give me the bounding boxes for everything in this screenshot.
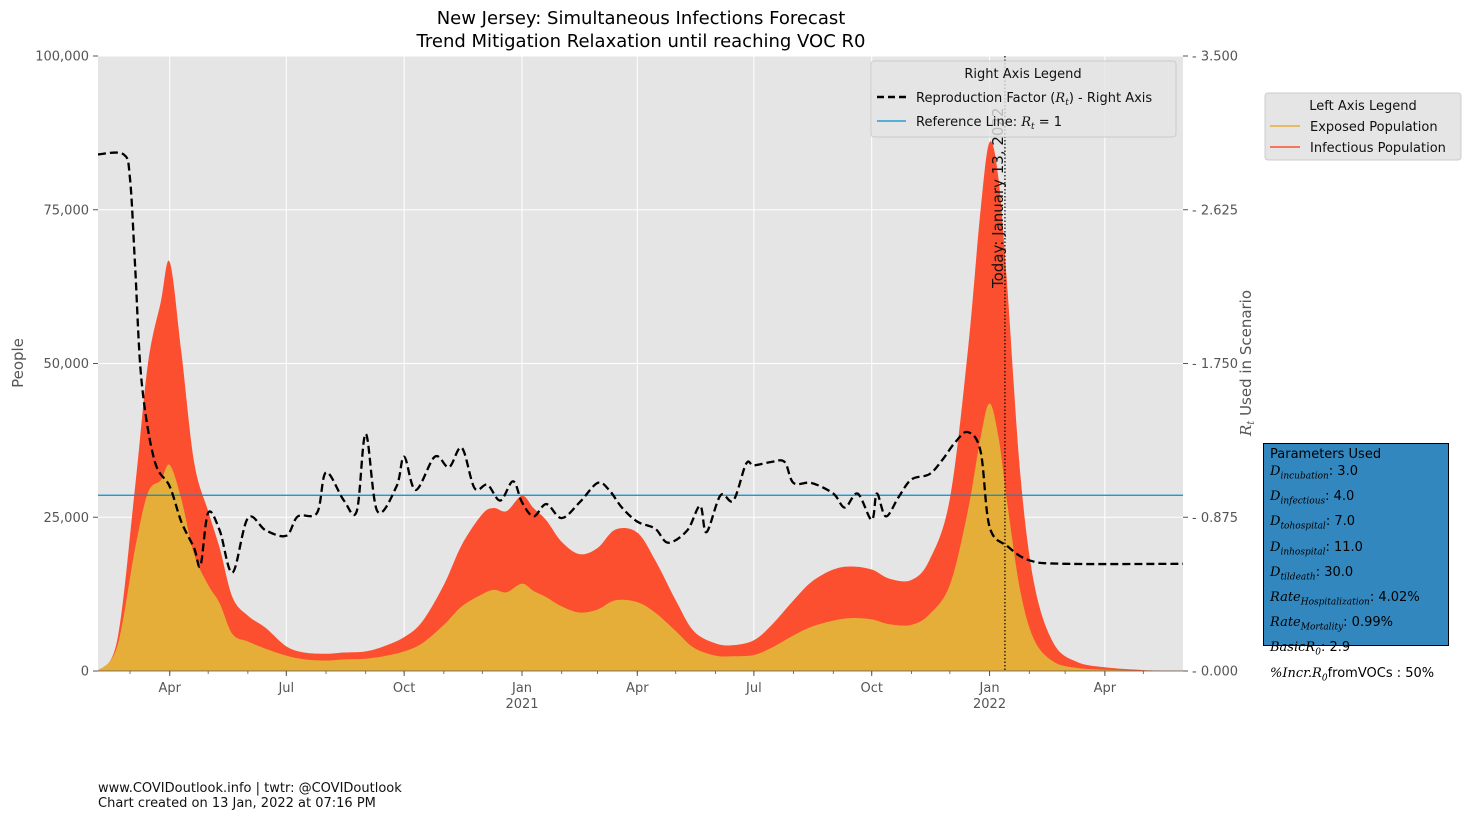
parameter-subscript: tohospital	[1280, 521, 1326, 532]
left-axis-legend: Left Axis Legend Exposed Population Infe…	[1264, 92, 1462, 161]
parameter-row: Dincubation: 3.0	[1270, 462, 1442, 487]
parameter-row: Dinhospital: 11.0	[1270, 538, 1442, 563]
x-tick-label: Apr	[158, 681, 181, 696]
x-tick-year-label: 2022	[973, 697, 1006, 712]
parameter-value: : 7.0	[1325, 514, 1355, 530]
parameter-symbol: D	[1270, 489, 1281, 505]
parameter-subscript: inhospital	[1280, 547, 1326, 558]
parameter-symbol: D	[1270, 564, 1281, 580]
parameter-value: fromVOCs : 50%	[1327, 665, 1435, 681]
parameter-row: RateHospitalization: 4.02%	[1270, 588, 1442, 613]
parameter-row: Dtohospital: 7.0	[1270, 512, 1442, 537]
parameter-value: : 2.9	[1320, 640, 1351, 656]
parameter-subscript: incubation	[1280, 471, 1329, 482]
parameter-row: Dinfectious: 4.0	[1270, 487, 1442, 512]
rt-legend-label: Reproduction Factor (Rt) - Right Axis	[916, 91, 1152, 108]
parameter-symbol: Rate	[1270, 615, 1301, 631]
x-tick-label: Jul	[745, 681, 762, 696]
parameter-symbol: BasicR	[1270, 640, 1316, 656]
exposed-area	[98, 403, 1183, 671]
y-axis-label: People	[9, 338, 27, 388]
right-legend-frame	[870, 60, 1177, 138]
x-tick-year-label: 2021	[505, 697, 538, 712]
parameter-row: Dtildeath: 30.0	[1270, 563, 1442, 588]
footer-created: Chart created on 13 Jan, 2022 at 07:16 P…	[98, 796, 376, 811]
parameter-subscript: tildeath	[1280, 572, 1316, 583]
x-tick-label: Apr	[1094, 681, 1117, 696]
footer-site: www.COVIDoutlook.info | twtr: @COVIDoutl…	[98, 781, 402, 796]
parameter-subscript: 0	[1321, 673, 1328, 684]
y-tick-label: 75,000	[44, 203, 90, 218]
x-tick-label: Jul	[277, 681, 294, 696]
exposed-legend-label: Exposed Population	[1310, 120, 1438, 135]
parameters-box: Parameters Used Dincubation: 3.0 Dinfecti…	[1263, 443, 1449, 683]
parameter-value: : 3.0	[1328, 464, 1358, 479]
infectious-legend-label: Infectious Population	[1310, 141, 1446, 156]
chart-subtitle: Trend Mitigation Relaxation until reachi…	[416, 31, 866, 52]
x-tick-label: Jan	[511, 681, 532, 696]
x-tick-label: Oct	[393, 681, 415, 696]
footer: www.COVIDoutlook.info | twtr: @COVIDoutl…	[98, 781, 402, 811]
y-tick-label: 25,000	[44, 511, 90, 526]
parameter-subscript: infectious	[1280, 496, 1326, 507]
x-tick-label: Apr	[626, 681, 649, 696]
parameter-value: : 4.02%	[1369, 589, 1420, 605]
parameter-subscript: Hospitalization	[1300, 597, 1370, 608]
y-right-tick-label: - 2.625	[1192, 203, 1238, 218]
parameters-title: Parameters Used	[1270, 447, 1382, 462]
parameter-subscript: 0	[1315, 647, 1321, 658]
y-right-tick-label: - 1.750	[1192, 357, 1238, 372]
parameter-value: : 11.0	[1325, 539, 1363, 555]
parameter-row: BasicR0: 2.9	[1270, 638, 1442, 663]
x-tick-label: Jan	[979, 681, 1000, 696]
parameter-symbol: Rate	[1270, 589, 1301, 605]
right-axis-legend: Right Axis Legend Reproduction Factor (R…	[870, 60, 1177, 138]
line-series	[97, 56, 1184, 671]
y-tick-label: 50,000	[44, 357, 90, 372]
left-legend-title: Left Axis Legend	[1309, 99, 1416, 114]
y-right-tick-label: - 3.500	[1192, 50, 1238, 65]
parameter-value: : 0.99%	[1343, 615, 1393, 631]
area-series	[98, 141, 1183, 672]
parameter-symbol: D	[1270, 539, 1281, 555]
y-axis-right-label: Rt Used in Scenario	[1237, 290, 1257, 437]
right-legend-title: Right Axis Legend	[964, 67, 1081, 82]
parameter-symbol: D	[1270, 514, 1281, 530]
parameter-subscript: Mortality	[1300, 622, 1344, 633]
parameter-value: : 4.0	[1325, 489, 1355, 505]
y-right-tick-label: - 0.875	[1192, 511, 1238, 526]
rt-line	[97, 151, 1184, 574]
parameter-symbol: %Incr.R	[1270, 665, 1322, 681]
parameter-row: RateMortality: 0.99%	[1270, 613, 1442, 638]
parameters-list: Dincubation: 3.0 Dinfectious: 4.0 Dtohospi…	[1270, 462, 1442, 689]
today-annotation: Today: January 13, 2022	[989, 107, 1007, 289]
parameter-value: : 30.0	[1315, 564, 1354, 580]
y-tick-label: 100,000	[35, 50, 89, 65]
left-legend-frame	[1264, 92, 1462, 161]
chart-title: New Jersey: Simultaneous Infections Fore…	[437, 8, 846, 29]
x-tick-label: Oct	[860, 681, 882, 696]
reference-legend-label: Reference Line: Rt = 1	[916, 115, 1062, 132]
parameter-row: %Incr.R0fromVOCs : 50%	[1270, 664, 1442, 689]
y-tick-label: 0	[81, 665, 89, 680]
y-right-tick-label: - 0.000	[1192, 665, 1238, 680]
axes: 0 25,000 50,000 75,000 100,000 - 0.000 - 0.875…	[35, 50, 1238, 713]
parameter-symbol: D	[1270, 464, 1281, 479]
